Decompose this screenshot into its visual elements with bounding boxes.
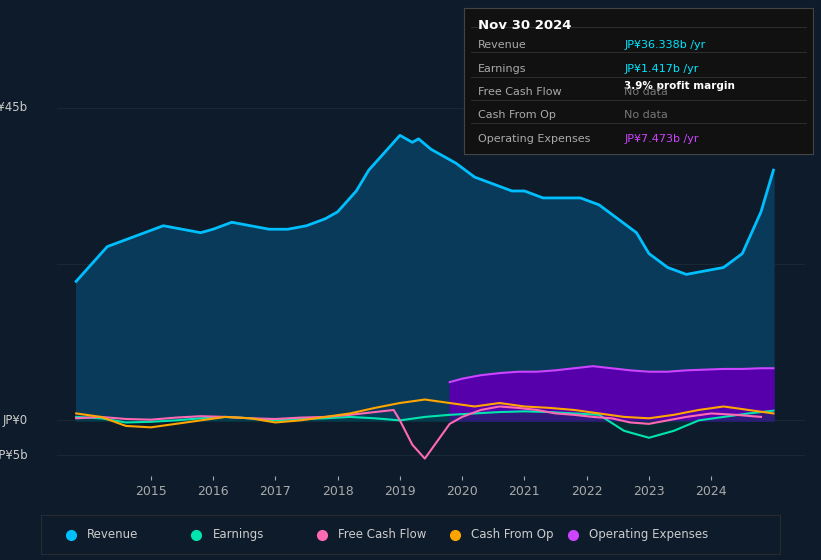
Text: JP¥45b: JP¥45b — [0, 101, 28, 114]
Text: Operating Expenses: Operating Expenses — [589, 528, 709, 542]
Text: No data: No data — [624, 87, 668, 97]
Text: Free Cash Flow: Free Cash Flow — [478, 87, 562, 97]
Text: JP¥7.473b /yr: JP¥7.473b /yr — [624, 134, 699, 143]
Text: Revenue: Revenue — [87, 528, 138, 542]
Text: Free Cash Flow: Free Cash Flow — [338, 528, 426, 542]
Text: -JP¥5b: -JP¥5b — [0, 449, 28, 461]
Text: JP¥1.417b /yr: JP¥1.417b /yr — [624, 64, 699, 74]
Text: Earnings: Earnings — [478, 64, 526, 74]
Text: JP¥36.338b /yr: JP¥36.338b /yr — [624, 40, 705, 50]
Text: Revenue: Revenue — [478, 40, 526, 50]
Text: No data: No data — [624, 110, 668, 120]
Text: JP¥0: JP¥0 — [2, 414, 28, 427]
Text: Cash From Op: Cash From Op — [471, 528, 553, 542]
Text: Nov 30 2024: Nov 30 2024 — [478, 18, 571, 31]
Text: Earnings: Earnings — [213, 528, 264, 542]
Text: 3.9% profit margin: 3.9% profit margin — [624, 81, 736, 91]
Text: Operating Expenses: Operating Expenses — [478, 134, 590, 143]
Text: Cash From Op: Cash From Op — [478, 110, 556, 120]
